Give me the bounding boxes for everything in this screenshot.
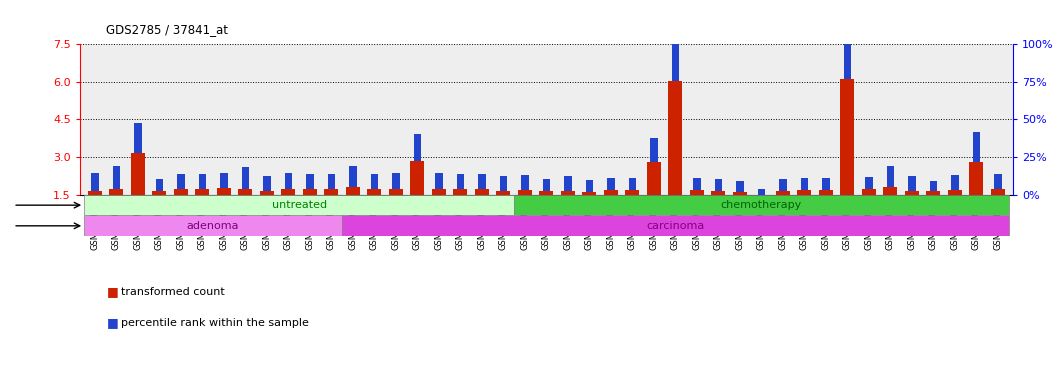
Bar (800, 178, 809, 190)
Bar (84, 215, 343, 236)
Bar (411, 161, 425, 195)
Bar (217, 188, 231, 195)
Bar (754, 195, 768, 196)
Bar (131, 153, 145, 195)
Bar (367, 189, 381, 195)
Bar (758, 189, 765, 196)
Bar (712, 191, 726, 195)
Bar (152, 191, 166, 195)
Text: untreated: untreated (271, 200, 327, 210)
Bar (689, 190, 704, 195)
Bar (715, 179, 722, 191)
Bar (582, 192, 596, 195)
Bar (263, 176, 270, 191)
Bar (862, 189, 876, 195)
Bar (886, 166, 894, 187)
Bar (604, 190, 618, 195)
Bar (478, 174, 485, 189)
Bar (994, 174, 1001, 189)
Bar (328, 174, 335, 189)
Bar (432, 189, 446, 195)
Bar (370, 174, 378, 189)
Bar (650, 137, 658, 162)
Bar (629, 178, 636, 190)
Bar (626, 190, 639, 195)
Text: transformed count: transformed count (121, 287, 226, 297)
Bar (349, 166, 356, 187)
Bar (306, 174, 314, 189)
Bar (671, 0, 679, 81)
Bar (497, 191, 511, 195)
Bar (499, 176, 508, 191)
Bar (693, 178, 701, 190)
Bar (92, 173, 99, 191)
Bar (668, 81, 682, 195)
Bar (260, 191, 273, 195)
Bar (113, 166, 120, 189)
Bar (346, 187, 360, 195)
Bar (220, 173, 228, 188)
Bar (819, 190, 833, 195)
Bar (134, 123, 142, 153)
Bar (822, 178, 830, 190)
Bar (388, 189, 403, 195)
Bar (453, 189, 467, 195)
Bar (951, 175, 959, 190)
Bar (908, 176, 916, 191)
Bar (797, 190, 812, 195)
Bar (904, 191, 919, 195)
Text: GDS2785 / 37841_at: GDS2785 / 37841_at (106, 23, 229, 36)
Bar (155, 179, 163, 191)
Bar (84, 195, 514, 215)
Bar (865, 177, 872, 189)
Bar (88, 191, 102, 195)
Bar (948, 190, 962, 195)
Bar (991, 189, 1004, 195)
Bar (199, 174, 206, 189)
Bar (883, 187, 897, 195)
Bar (475, 189, 488, 195)
Bar (392, 174, 400, 189)
Bar (561, 191, 575, 195)
Text: ■: ■ (106, 285, 118, 298)
Bar (456, 174, 464, 189)
Bar (284, 174, 293, 189)
Bar (585, 180, 594, 192)
Bar (841, 79, 854, 195)
Bar (972, 132, 980, 162)
Bar (281, 189, 296, 195)
Bar (514, 195, 1009, 215)
Bar (518, 190, 532, 195)
Bar (647, 162, 661, 195)
Bar (325, 189, 338, 195)
Bar (564, 176, 571, 191)
Bar (930, 180, 937, 191)
Bar (414, 134, 421, 161)
Bar (736, 181, 744, 192)
Bar (521, 175, 529, 190)
Bar (110, 189, 123, 195)
Bar (776, 191, 789, 195)
Bar (343, 215, 1009, 236)
Bar (242, 167, 249, 189)
Bar (969, 162, 983, 195)
Text: chemotherapy: chemotherapy (720, 200, 802, 210)
Text: percentile rank within the sample: percentile rank within the sample (121, 318, 310, 328)
Bar (844, 0, 851, 79)
Bar (927, 191, 941, 195)
Text: carcinoma: carcinoma (646, 221, 704, 231)
Bar (608, 178, 615, 190)
Text: adenoma: adenoma (187, 221, 239, 231)
Bar (539, 191, 553, 195)
Bar (435, 174, 443, 189)
Bar (733, 192, 747, 195)
Bar (543, 179, 550, 191)
Text: ■: ■ (106, 316, 118, 329)
Bar (779, 179, 786, 191)
Bar (196, 189, 210, 195)
Bar (177, 174, 185, 189)
Bar (303, 189, 317, 195)
Bar (238, 189, 252, 195)
Bar (173, 189, 188, 195)
